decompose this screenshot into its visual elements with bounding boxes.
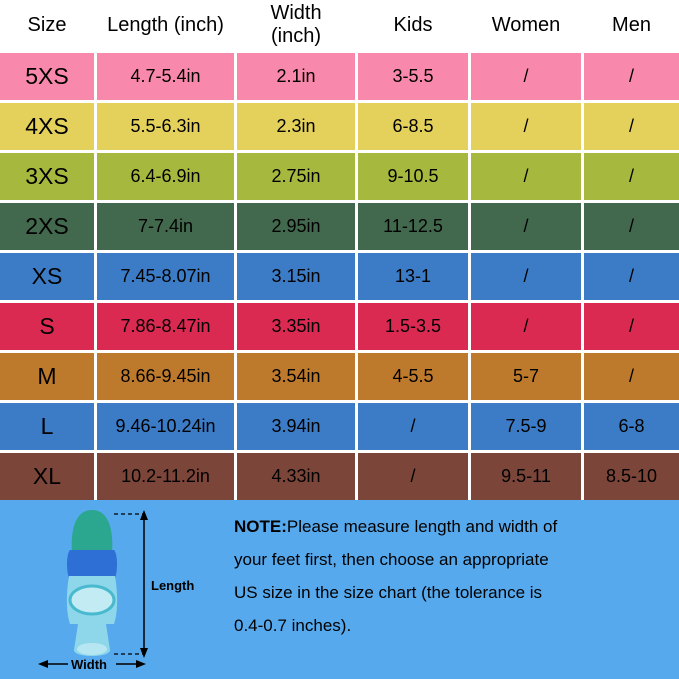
column-header-width: Width (inch) [237, 0, 355, 50]
table-cell: / [584, 303, 679, 350]
table-cell: / [471, 53, 581, 100]
table-cell: 3-5.5 [358, 53, 468, 100]
fin-heel-strap [77, 643, 107, 655]
table-cell: / [584, 53, 679, 100]
table-cell: 4-5.5 [358, 353, 468, 400]
table-cell: / [584, 253, 679, 300]
row-size-label: 3XS [0, 153, 94, 200]
table-cell: 7.86-8.47in [97, 303, 234, 350]
fin-illustration: Length Width [38, 510, 194, 672]
table-cell: 4.7-5.4in [97, 53, 234, 100]
table-cell: / [471, 103, 581, 150]
table-cell: 10.2-11.2in [97, 453, 234, 500]
table-cell: 13-1 [358, 253, 468, 300]
fin-blade-band [67, 550, 117, 580]
row-size-label: 4XS [0, 103, 94, 150]
table-cell: 9-10.5 [358, 153, 468, 200]
row-size-label: XS [0, 253, 94, 300]
table-cell: 9.46-10.24in [97, 403, 234, 450]
table-cell: / [584, 103, 679, 150]
table-cell: / [471, 203, 581, 250]
table-cell: 2.1in [237, 53, 355, 100]
note-text: NOTE:Please measure length and width of … [234, 510, 568, 642]
table-cell: / [584, 203, 679, 250]
table-cell: 3.54in [237, 353, 355, 400]
note-body: Please measure length and width of your … [234, 517, 558, 635]
table-cell: 2.95in [237, 203, 355, 250]
table-cell: / [358, 403, 468, 450]
row-size-label: L [0, 403, 94, 450]
table-cell: 5.5-6.3in [97, 103, 234, 150]
width-arrowhead-left [38, 660, 48, 668]
table-cell: 4.33in [237, 453, 355, 500]
fin-diagram: Length Width [12, 504, 222, 676]
table-cell: 3.94in [237, 403, 355, 450]
table-cell: 7-7.4in [97, 203, 234, 250]
table-cell: / [471, 253, 581, 300]
column-header-length: Length (inch) [97, 0, 234, 50]
table-cell: / [471, 153, 581, 200]
size-chart-table: Size Length (inch) Width (inch) Kids Wom… [0, 0, 679, 500]
table-cell: 5-7 [471, 353, 581, 400]
column-header-women: Women [471, 0, 581, 50]
table-cell: 2.75in [237, 153, 355, 200]
length-arrowhead-bottom [140, 648, 148, 658]
fin-blade-tip [71, 510, 113, 554]
note-section: Length Width NOTE:Please measure length … [0, 500, 679, 679]
table-cell: / [584, 353, 679, 400]
length-arrowhead-top [140, 510, 148, 520]
table-cell: / [584, 153, 679, 200]
row-size-label: 2XS [0, 203, 94, 250]
column-header-kids: Kids [358, 0, 468, 50]
width-arrowhead-right [136, 660, 146, 668]
table-cell: 8.66-9.45in [97, 353, 234, 400]
width-label: Width [71, 657, 107, 672]
table-cell: 7.45-8.07in [97, 253, 234, 300]
table-cell: 3.15in [237, 253, 355, 300]
row-size-label: 5XS [0, 53, 94, 100]
column-header-men: Men [584, 0, 679, 50]
table-cell: 9.5-11 [471, 453, 581, 500]
table-cell: / [358, 453, 468, 500]
row-size-label: M [0, 353, 94, 400]
note-label: NOTE: [234, 517, 287, 536]
table-cell: 6-8 [584, 403, 679, 450]
table-cell: 11-12.5 [358, 203, 468, 250]
table-cell: 7.5-9 [471, 403, 581, 450]
table-cell: / [471, 303, 581, 350]
table-cell: 2.3in [237, 103, 355, 150]
table-cell: 1.5-3.5 [358, 303, 468, 350]
table-cell: 3.35in [237, 303, 355, 350]
row-size-label: XL [0, 453, 94, 500]
column-header-size: Size [0, 0, 94, 50]
table-cell: 6.4-6.9in [97, 153, 234, 200]
length-label: Length [151, 578, 194, 593]
table-cell: 8.5-10 [584, 453, 679, 500]
row-size-label: S [0, 303, 94, 350]
table-cell: 6-8.5 [358, 103, 468, 150]
fin-foot-opening [68, 584, 116, 616]
